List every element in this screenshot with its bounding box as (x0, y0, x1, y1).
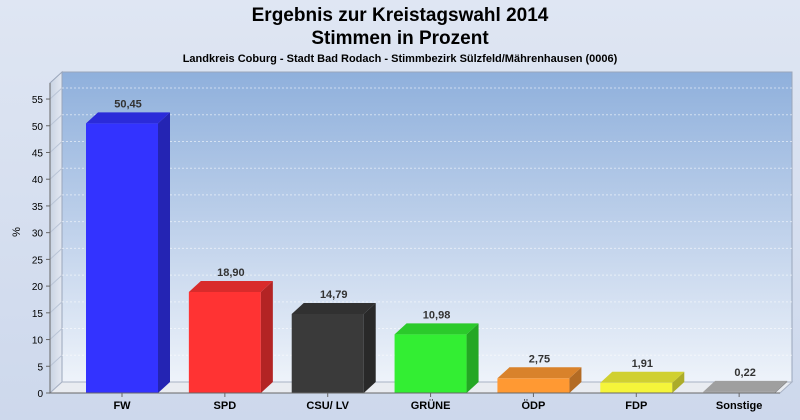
bar-side (569, 367, 582, 393)
bar-side (672, 371, 685, 393)
y-tick-label: 45 (32, 148, 44, 159)
bar-0 (86, 112, 170, 393)
y-tick-label: 35 (32, 202, 44, 213)
y-tick-label: 25 (32, 255, 44, 266)
y-tick-label: 55 (32, 95, 44, 106)
y-tick-label: 0 (37, 389, 43, 400)
bar-front (497, 378, 570, 393)
chart-title: Ergebnis zur Kreistagswahl 2014 Stimmen … (0, 4, 800, 50)
grid-line-side (49, 167, 63, 180)
bar-top (703, 380, 788, 392)
bar-front (86, 123, 158, 393)
bar-value-label: 1,91 (632, 358, 653, 370)
grid-line-side (49, 328, 63, 340)
x-tick-label: SPD (214, 400, 237, 412)
bar-front (188, 291, 261, 393)
bar-side (260, 280, 273, 393)
grid-line-side (49, 274, 63, 287)
x-tick-label: FDP (625, 400, 647, 412)
bar-top (394, 323, 479, 335)
bar-front (703, 391, 776, 393)
bar-2 (291, 302, 376, 393)
grid-line-side (49, 114, 63, 127)
chart-subtitle: Landkreis Coburg - Stadt Bad Rodach - St… (182, 53, 618, 65)
grid-line-side (49, 194, 63, 207)
bar-side (363, 302, 376, 393)
x-axis: FW SPD CSU/ LV GRÜNE ÖDP FDP Sonstige (50, 392, 780, 412)
y-tick-label: 40 (32, 175, 44, 186)
y-tick-label: 20 (32, 282, 44, 293)
y-tick-label: 10 (32, 336, 44, 347)
bar-value-label: 18,90 (217, 267, 245, 279)
y-axis: 0 5 10 15 20 25 30 35 40 45 50 55 (32, 83, 51, 400)
bar-front (291, 313, 364, 393)
chart-title-line-1: Ergebnis zur Kreistagswahl 2014 (251, 5, 549, 26)
bars: 50,45 18,90 14,79 10,98 2,75 1,91 0,22 (86, 98, 788, 393)
y-tick-label: 50 (32, 122, 44, 133)
bar-side (158, 112, 170, 393)
y-tick-label: 15 (32, 309, 44, 320)
x-tick-label: GRÜNE (411, 399, 451, 412)
bar-3 (394, 323, 479, 393)
grid-line-side (49, 221, 63, 234)
bar-side (775, 380, 788, 393)
bar-5 (600, 371, 685, 393)
x-tick-label: CSU/ LV (306, 400, 349, 412)
grid-line-side (49, 301, 63, 314)
bar-6 (703, 380, 788, 393)
bar-top (291, 302, 376, 314)
bar-1 (188, 280, 273, 393)
bar-value-label: 2,75 (529, 353, 550, 365)
chart-title-line-2: Stimmen in Prozent (311, 28, 489, 49)
y-tick-label: 5 (37, 362, 43, 373)
bar-front (600, 382, 673, 393)
bar-value-label: 14,79 (320, 289, 348, 301)
x-tick-label: FW (113, 400, 131, 412)
y-tick-label: 30 (32, 229, 44, 240)
bar-value-label: 10,98 (423, 309, 451, 321)
grid-line-side (49, 248, 63, 260)
bar-top (188, 280, 273, 292)
bar-top (86, 112, 170, 124)
bar-front (394, 334, 467, 393)
x-tick-label: ÖDP (522, 399, 546, 412)
bar-top (497, 367, 582, 379)
grid-line-side (49, 141, 63, 153)
bar-side (466, 323, 479, 393)
bar-value-label: 0,22 (734, 367, 755, 379)
bar-top (600, 371, 685, 383)
grid-line-side (49, 87, 63, 100)
bar-4 (497, 367, 582, 393)
bar-value-label: 50,45 (114, 98, 142, 110)
grid-line-side (49, 354, 63, 367)
x-tick-label: Sonstige (716, 400, 762, 412)
y-axis-label: % (11, 227, 23, 237)
